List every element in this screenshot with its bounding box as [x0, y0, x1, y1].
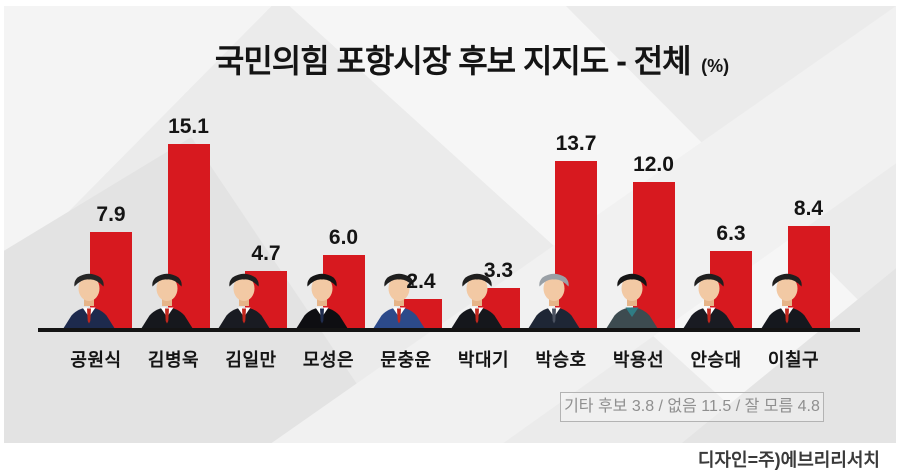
- bar-value-label: 13.7: [555, 132, 597, 155]
- candidate-group: 4.7 김일만: [211, 0, 321, 375]
- bar-value-label: 4.7: [251, 242, 281, 265]
- candidate-photo: [140, 271, 194, 329]
- candidate-photo: [527, 271, 581, 329]
- candidate-name-label: 이칠구: [767, 350, 820, 370]
- candidate-name-label: 안승대: [690, 350, 742, 370]
- candidate-group: 6.3 안승대: [676, 0, 786, 375]
- candidate-group: 6.0 모성은: [289, 0, 399, 375]
- bar-value-label: 15.1: [168, 115, 209, 138]
- footnote-box: 기타 후보 3.8 / 없음 11.5 / 잘 모름 4.8: [560, 392, 824, 422]
- candidate-group: 15.1 김병욱: [134, 0, 244, 375]
- bar-chart: 7.9 공원식 15.1 김병욱 4.7 김일만 6.0 모성은 2.4 문충운 3.3 박대기 13.…: [38, 0, 864, 375]
- candidate-group: 7.9 공원식: [56, 0, 166, 375]
- candidate-name-label: 박승호: [535, 350, 587, 370]
- bar-value-label: 8.4: [793, 197, 824, 220]
- candidate-photo: [605, 271, 659, 329]
- candidate-group: 8.4 이칠구: [754, 0, 864, 375]
- candidate-group: 12.0 박용선: [599, 0, 709, 375]
- candidate-photo: [450, 271, 504, 329]
- chart-title-unit: (%): [701, 56, 730, 76]
- bar-value-label: 2.4: [406, 270, 436, 293]
- candidate-group: 2.4 문충운: [366, 0, 476, 375]
- candidate-group: 13.7 박승호: [521, 0, 631, 375]
- bar-value-label: 3.3: [483, 259, 514, 282]
- candidate-name-label: 모성은: [302, 350, 355, 370]
- candidate-name-label: 박대기: [457, 350, 510, 370]
- candidate-photo: [217, 271, 271, 329]
- bar: [632, 182, 675, 328]
- candidate-name-label: 문충운: [380, 350, 432, 370]
- candidate-photo: [295, 271, 349, 329]
- chart-title-row: 국민의힘 포항시장 후보 지지도 - 전체 (%): [0, 36, 900, 82]
- candidate-photo: [760, 271, 814, 329]
- bar-value-label: 6.0: [328, 226, 359, 249]
- candidate-photo: [682, 271, 736, 329]
- candidate-name-label: 김일만: [225, 350, 277, 370]
- chart-title: 국민의힘 포항시장 후보 지지도 - 전체: [214, 43, 692, 79]
- design-credit: 디자인=주)에브리리서치: [697, 450, 880, 470]
- bar-value-label: 12.0: [633, 153, 674, 176]
- bar: [555, 161, 597, 328]
- candidate-photo: [62, 271, 116, 329]
- bar: [167, 144, 210, 328]
- candidate-name-label: 김병욱: [147, 350, 200, 370]
- candidate-photo: [372, 271, 426, 329]
- x-axis-line: [38, 328, 860, 332]
- candidate-name-label: 공원식: [70, 350, 122, 370]
- bar-value-label: 6.3: [716, 222, 746, 245]
- candidate-group: 3.3 박대기: [444, 0, 554, 375]
- candidate-name-label: 박용선: [612, 350, 665, 370]
- bar-value-label: 7.9: [96, 203, 126, 226]
